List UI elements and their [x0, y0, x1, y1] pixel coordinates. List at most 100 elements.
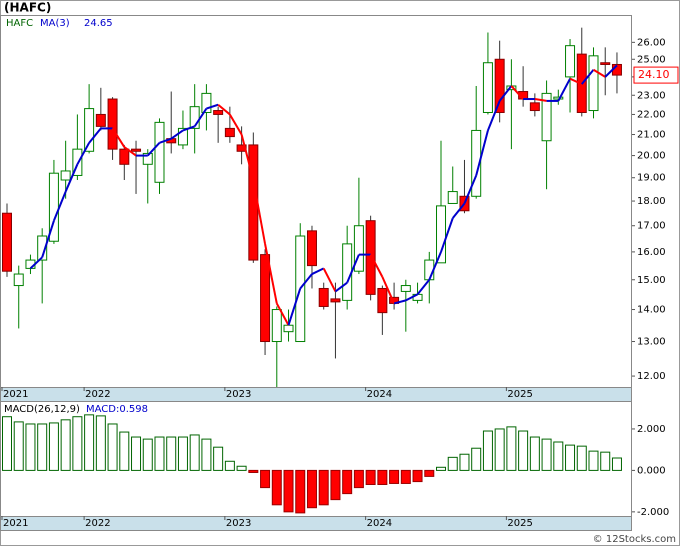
last-price-label: 24.10	[638, 68, 670, 81]
candle-body	[400, 285, 411, 292]
macd-bar	[342, 469, 353, 495]
y-tick-label: 21.00	[637, 130, 666, 141]
ma-segment	[52, 191, 67, 222]
macd-bar	[471, 447, 482, 471]
ma-segment	[346, 254, 360, 284]
macd-bar	[377, 469, 388, 485]
macd-bar	[236, 465, 247, 471]
ma-segment	[111, 127, 126, 148]
ma-segment	[451, 202, 466, 219]
ma-segment	[159, 137, 172, 144]
y-tick-label: 23.00	[637, 90, 666, 101]
x-tick-label: 2025	[507, 518, 532, 529]
ma-segment	[64, 163, 79, 192]
candle-body	[2, 212, 12, 272]
x-tick-label: 2021	[3, 389, 28, 400]
ma-segment	[88, 127, 102, 144]
x-tick-label: 2024	[367, 518, 392, 529]
ma-segment	[592, 68, 606, 78]
ma-segment	[41, 220, 55, 258]
macd-bar	[154, 436, 165, 471]
macd-bar	[541, 438, 552, 471]
ma-segment	[193, 108, 208, 127]
macd-bar	[84, 414, 95, 471]
ma-segment	[569, 77, 583, 86]
macd-bar	[576, 445, 587, 471]
ma-segment	[534, 98, 547, 102]
y-tick-label: 26.00	[637, 37, 666, 48]
candle-body	[318, 287, 329, 307]
ma-segment	[580, 69, 595, 85]
ma-segment	[463, 175, 478, 204]
macd-bar	[389, 469, 400, 484]
candle-body	[494, 58, 505, 113]
ma-segment	[311, 267, 325, 275]
candle-body	[471, 129, 482, 197]
ma-segment	[557, 78, 571, 102]
macd-bar	[529, 436, 540, 471]
macd-bar	[224, 460, 235, 471]
ma-segment	[252, 179, 267, 245]
ma-segment	[123, 146, 137, 157]
candle-body	[84, 108, 95, 152]
macd-bar	[283, 469, 294, 513]
candle-body	[107, 98, 118, 150]
ma-segment	[487, 100, 501, 131]
candle-body	[271, 309, 282, 343]
y-tick-label: 16.00	[637, 247, 666, 258]
ma-segment	[322, 267, 337, 292]
ma-segment	[381, 276, 396, 304]
candle-body	[330, 298, 341, 303]
date-band	[0, 516, 632, 531]
candle-body	[541, 92, 552, 142]
ma-segment	[334, 281, 348, 293]
legend-ma: MA(3)	[40, 18, 70, 29]
macd-bar	[600, 451, 611, 471]
x-tick-label: 2023	[226, 389, 251, 400]
ma-segment	[604, 64, 618, 78]
x-tick-label: 2024	[367, 389, 392, 400]
ma-segment	[428, 251, 442, 281]
macd-bar	[25, 423, 36, 471]
legend-symbol: HAFC	[6, 18, 33, 29]
legend-ma-value: 24.65	[84, 18, 113, 29]
ma-segment	[405, 293, 419, 302]
candle-body	[60, 170, 71, 181]
ma-segment	[440, 217, 454, 253]
ma-segment	[510, 85, 524, 100]
y-tick-label: 18.00	[637, 196, 666, 207]
candle-body	[283, 324, 294, 333]
macd-bar	[436, 466, 447, 471]
candle-body	[600, 62, 611, 65]
chart-title: (HAFC)	[4, 1, 51, 15]
candle-body	[37, 235, 48, 261]
ma-segment	[147, 142, 161, 157]
macd-bar	[201, 438, 212, 471]
macd-bar	[177, 436, 188, 471]
x-tick-label: 2022	[85, 518, 110, 529]
macd-bar	[494, 428, 505, 471]
candle-body	[353, 225, 364, 272]
macd-bar	[189, 434, 200, 471]
x-tick-label: 2021	[3, 518, 28, 529]
candle-body	[260, 254, 271, 343]
candle-body	[588, 55, 599, 112]
ma-segment	[229, 113, 243, 136]
ma-segment	[299, 273, 313, 290]
macd-bar	[459, 453, 470, 471]
candle-body	[189, 106, 200, 129]
y-tick-label: 15.00	[637, 275, 666, 286]
candle-body	[365, 220, 376, 295]
macd-bar	[412, 469, 423, 483]
y-tick-label: 13.00	[637, 337, 666, 348]
macd-bar	[518, 430, 529, 471]
candle-body	[377, 287, 388, 314]
candle-body	[95, 113, 106, 127]
macd-bar	[447, 456, 458, 471]
macd-bar	[565, 444, 576, 471]
ma-segment	[170, 129, 184, 140]
candle-body	[154, 121, 165, 183]
candle-body	[201, 92, 212, 113]
macd-bar	[119, 431, 130, 471]
